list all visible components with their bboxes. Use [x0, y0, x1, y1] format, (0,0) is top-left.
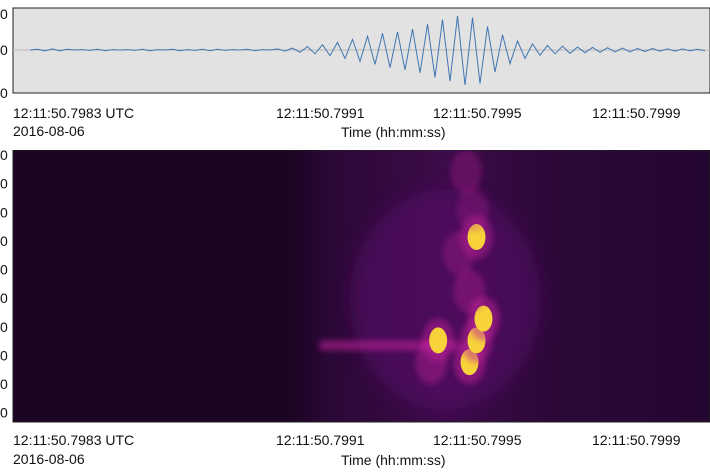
waveform-x-tick: 12:11:50.7995 [433, 105, 522, 121]
spectrogram-start-label: 12:11:50.7983 UTC [13, 432, 134, 448]
waveform-line [29, 15, 706, 86]
spectrogram-y-tick: 0 [0, 290, 8, 306]
spectrogram-y-tick: 0 [0, 376, 8, 392]
spectrogram-frame [12, 150, 710, 423]
spectrogram-y-tick: 0 [0, 204, 8, 220]
spectrogram-x-tick: 12:11:50.7999 [592, 432, 681, 448]
waveform-x-tick: 12:11:50.7999 [592, 105, 681, 121]
spectrogram-halo [457, 187, 490, 232]
waveform-y-tick: 0 [0, 6, 8, 22]
spectrogram-halo [453, 269, 486, 314]
spectrogram-x-tick: 12:11:50.7995 [433, 432, 522, 448]
spectrogram-y-tick: 0 [0, 176, 8, 192]
spectrogram-y-tick: 0 [0, 319, 8, 335]
spectrogram-peak [474, 305, 493, 332]
spectrogram-streak [319, 340, 460, 351]
spectrogram-x-axis-label: Time (hh:mm:ss) [341, 452, 445, 468]
waveform-y-tick: 0 [0, 85, 8, 101]
waveform-x-tick: 12:11:50.7991 [276, 105, 365, 121]
spectrogram-y-tick: 0 [0, 405, 8, 421]
waveform-y-tick: 0 [0, 42, 8, 58]
waveform-chart: 0 0 0 12:11:50.7983 UTC 2016-08-06 12:11… [0, 6, 710, 140]
spectrogram-y-tick: 0 [0, 347, 8, 363]
spectrogram-glow [350, 189, 541, 410]
spectrogram-y-tick: 0 [0, 233, 8, 249]
spectrogram-peak [429, 327, 448, 354]
spectrogram-y-tick: 0 [0, 150, 8, 163]
waveform-date-label: 2016-08-06 [13, 123, 85, 139]
spectrogram-y-tick: 0 [0, 262, 8, 278]
spectrogram-date-label: 2016-08-06 [13, 451, 85, 467]
waveform-start-label: 12:11:50.7983 UTC [13, 105, 134, 121]
spectrogram-halo [450, 150, 483, 194]
waveform-x-axis-label: Time (hh:mm:ss) [341, 124, 445, 140]
spectrogram-x-tick: 12:11:50.7991 [276, 432, 365, 448]
